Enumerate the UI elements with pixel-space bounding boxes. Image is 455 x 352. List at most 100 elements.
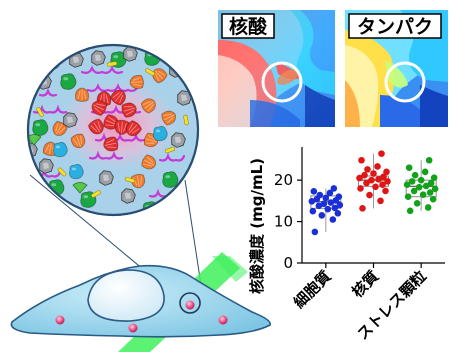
gray-particle	[177, 90, 192, 106]
red-protein	[91, 100, 107, 116]
data-point	[366, 191, 373, 199]
data-point	[309, 207, 317, 215]
data-point	[427, 179, 435, 187]
data-point	[330, 185, 338, 192]
red-protein	[125, 120, 142, 137]
rna-strand	[158, 152, 186, 162]
orange-protein	[161, 110, 177, 126]
gray-particle	[121, 188, 136, 204]
data-point	[406, 207, 414, 215]
stress-granule	[128, 323, 138, 333]
data-point	[431, 185, 439, 193]
data-point	[379, 181, 386, 188]
data-point	[336, 201, 344, 209]
data-point	[334, 209, 342, 217]
data-point	[375, 176, 382, 183]
data-point	[403, 181, 411, 188]
rna-strand	[94, 132, 146, 142]
orange-protein	[140, 98, 156, 114]
data-point	[383, 168, 390, 176]
chart-axes: 0 10 20	[274, 147, 445, 272]
data-point	[426, 189, 434, 196]
data-point	[316, 191, 324, 199]
data-point	[374, 163, 381, 170]
data-point	[404, 193, 412, 201]
data-point	[429, 195, 437, 203]
data-point	[361, 171, 368, 179]
orange-protein	[130, 174, 146, 189]
blue-protein	[68, 164, 84, 180]
data-point	[419, 191, 427, 198]
data-point	[378, 150, 385, 157]
stress-granule	[218, 315, 228, 325]
data-point	[357, 185, 364, 192]
gray-particle	[171, 132, 186, 148]
yellow-particle	[145, 68, 155, 76]
data-point	[417, 176, 425, 184]
rna-strand	[80, 65, 124, 74]
x-tick-label-0: 細胞質	[290, 267, 335, 312]
orange-protein	[75, 87, 89, 102]
yellow-particle	[91, 190, 101, 198]
data-point	[382, 187, 389, 195]
yellow-particle	[36, 107, 44, 117]
gray-particle	[91, 50, 106, 66]
x-tick-label-1: 核質	[348, 267, 382, 301]
stress-granules	[55, 300, 228, 333]
stress-granule	[185, 300, 195, 310]
cell-illustration	[10, 252, 271, 352]
rna-strand	[86, 83, 140, 92]
orange-protein	[52, 121, 68, 136]
data-point	[415, 183, 423, 191]
rna-strand	[88, 150, 124, 160]
gray-particle	[63, 112, 78, 128]
data-point	[324, 205, 332, 213]
zoom-circle	[26, 43, 200, 217]
yellow-particle	[106, 61, 118, 67]
data-point	[320, 200, 328, 208]
data-point	[377, 197, 384, 205]
orange-protein	[70, 133, 86, 149]
data-point	[384, 178, 391, 185]
data-point	[335, 193, 343, 201]
blue-protein	[52, 142, 68, 158]
data-point	[310, 188, 318, 195]
green-protein	[32, 119, 49, 136]
data-point	[322, 194, 330, 202]
data-point	[424, 204, 432, 211]
data-point	[331, 204, 339, 212]
rna-strand	[38, 87, 58, 97]
green-fan-protein	[28, 134, 42, 146]
nucleic-acid-image-panel: 核酸	[218, 10, 335, 127]
red-protein	[103, 114, 119, 130]
y-tick-label: 10	[274, 213, 293, 231]
data-point	[408, 178, 416, 185]
red-protein	[109, 89, 126, 106]
green-protein	[60, 73, 77, 90]
data-point	[380, 173, 387, 181]
y-tick-label: 0	[283, 254, 293, 272]
data-point	[364, 166, 371, 173]
data-point	[422, 182, 430, 190]
data-point	[411, 171, 419, 179]
red-protein	[87, 118, 104, 135]
yellow-particle	[183, 114, 189, 126]
nucleic-acid-label: 核酸	[229, 15, 268, 38]
zoomed-granule-marker	[179, 292, 201, 314]
stress-granule	[55, 315, 65, 325]
gray-particle	[69, 52, 84, 68]
protein-label: タンパク	[357, 16, 433, 38]
yellow-particle	[57, 167, 67, 177]
data-point	[327, 199, 335, 206]
red-protein	[103, 136, 119, 152]
green-protein	[44, 53, 61, 70]
data-point	[318, 212, 326, 219]
green-protein	[162, 171, 179, 188]
protein-image-panel: タンパク	[345, 10, 448, 127]
orange-protein	[129, 75, 144, 90]
data-point	[359, 205, 366, 212]
gray-particle	[39, 158, 54, 174]
